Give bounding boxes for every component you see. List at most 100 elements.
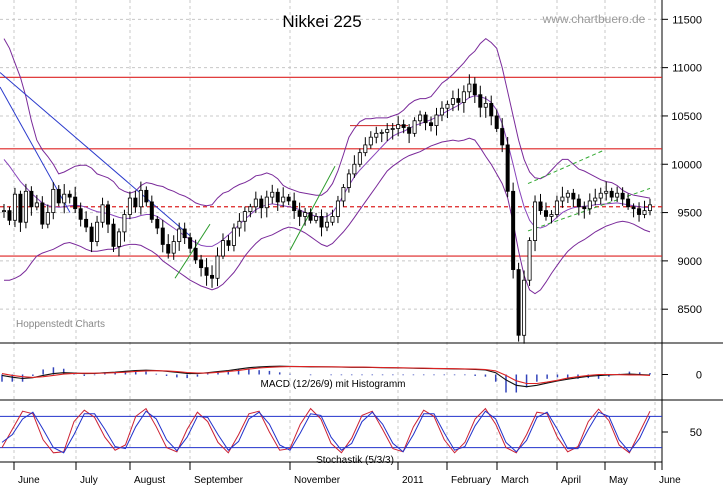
- candle-body: [467, 83, 472, 93]
- candle-body: [543, 210, 548, 217]
- candle-body: [516, 269, 521, 336]
- candle-body: [308, 212, 313, 221]
- candle-body: [582, 206, 587, 210]
- candle-body: [576, 198, 581, 208]
- stochastic-line: [1, 410, 651, 454]
- candle-body: [533, 201, 538, 241]
- candle-body: [527, 240, 532, 281]
- candle-body: [242, 211, 247, 222]
- macd-zero-label: 0: [696, 370, 702, 382]
- x-tick-label: July: [80, 475, 98, 486]
- candle-body: [549, 214, 554, 217]
- candle-body: [84, 218, 89, 228]
- candle-body: [144, 189, 149, 203]
- candle-body: [620, 192, 625, 200]
- candle-body: [560, 196, 565, 202]
- candle-body: [396, 124, 401, 129]
- candle-body: [166, 244, 171, 254]
- x-tick-label: June: [18, 475, 40, 486]
- candle-body: [177, 228, 182, 242]
- y-tick-label: 11000: [672, 63, 702, 75]
- candle-body: [609, 190, 614, 198]
- y-tick-label: 9500: [678, 208, 702, 220]
- candle-body: [226, 240, 231, 246]
- candle-body: [138, 189, 143, 208]
- candle-body: [297, 210, 302, 217]
- candle-body: [604, 190, 609, 194]
- candle-body: [171, 241, 176, 254]
- candle-body: [160, 227, 165, 245]
- x-tick-label: June: [659, 475, 681, 486]
- x-tick-label: February: [451, 475, 491, 486]
- candle-body: [95, 221, 100, 242]
- candle-body: [423, 114, 428, 124]
- x-tick-label: 2011: [402, 475, 424, 486]
- candle-body: [34, 202, 39, 208]
- candle-body: [292, 200, 297, 212]
- candle-body: [538, 201, 543, 212]
- candle-body: [434, 114, 439, 127]
- y-tick-label: 10000: [671, 159, 702, 171]
- candle-body: [12, 193, 17, 221]
- candle-body: [637, 208, 642, 215]
- candle-body: [368, 136, 373, 146]
- candle-body: [494, 115, 499, 129]
- candle-body: [155, 218, 160, 229]
- candle-body: [374, 132, 379, 138]
- chart-title: Nikkei 225: [282, 12, 361, 31]
- candle-body: [193, 247, 198, 261]
- candle-body: [554, 200, 559, 215]
- candle-body: [357, 152, 362, 165]
- candle-body: [281, 196, 286, 203]
- candle-body: [571, 192, 576, 200]
- candle-body: [182, 228, 187, 239]
- candle-body: [352, 163, 357, 175]
- x-tick-label: August: [134, 475, 165, 486]
- candle-body: [478, 94, 483, 108]
- candle-body: [445, 103, 450, 109]
- candle-body: [615, 192, 620, 198]
- candle-body: [385, 129, 390, 133]
- candle-body: [286, 196, 291, 202]
- y-tick-label: 8500: [678, 304, 702, 316]
- y-tick-label: 10500: [671, 111, 702, 123]
- candle-body: [319, 216, 324, 228]
- candle-body: [73, 196, 78, 210]
- candle-body: [511, 190, 516, 270]
- candle-body: [188, 237, 193, 249]
- candle-body: [363, 144, 368, 154]
- watermark-text: www.chartbuero.de: [542, 12, 646, 26]
- candle-body: [642, 210, 647, 215]
- candle-body: [40, 202, 45, 225]
- candle-body: [522, 279, 527, 336]
- candle-body: [314, 216, 319, 221]
- macd-line: [1, 366, 651, 385]
- candle-body: [598, 192, 603, 199]
- candle-body: [100, 204, 105, 223]
- candle-body: [215, 255, 220, 279]
- candle-body: [253, 198, 258, 208]
- trendline: [527, 187, 651, 232]
- candle-body: [248, 206, 253, 212]
- candle-body: [270, 191, 275, 198]
- candle-body: [472, 83, 477, 96]
- candle-body: [412, 120, 417, 134]
- candle-body: [133, 197, 138, 208]
- y-tick-label: 11500: [672, 14, 702, 26]
- candle-body: [390, 128, 395, 130]
- candle-body: [122, 214, 127, 233]
- bollinger-lower: [4, 137, 651, 295]
- candle-body: [379, 131, 384, 134]
- trendline: [0, 72, 191, 237]
- candle-body: [89, 226, 94, 242]
- candle-body: [45, 212, 50, 225]
- candle-body: [116, 231, 121, 247]
- candle-body: [631, 206, 636, 210]
- x-tick-label: March: [501, 475, 529, 486]
- candle-body: [275, 191, 280, 203]
- candle-body: [231, 227, 236, 246]
- candle-body: [450, 98, 455, 105]
- candle-body: [7, 210, 12, 221]
